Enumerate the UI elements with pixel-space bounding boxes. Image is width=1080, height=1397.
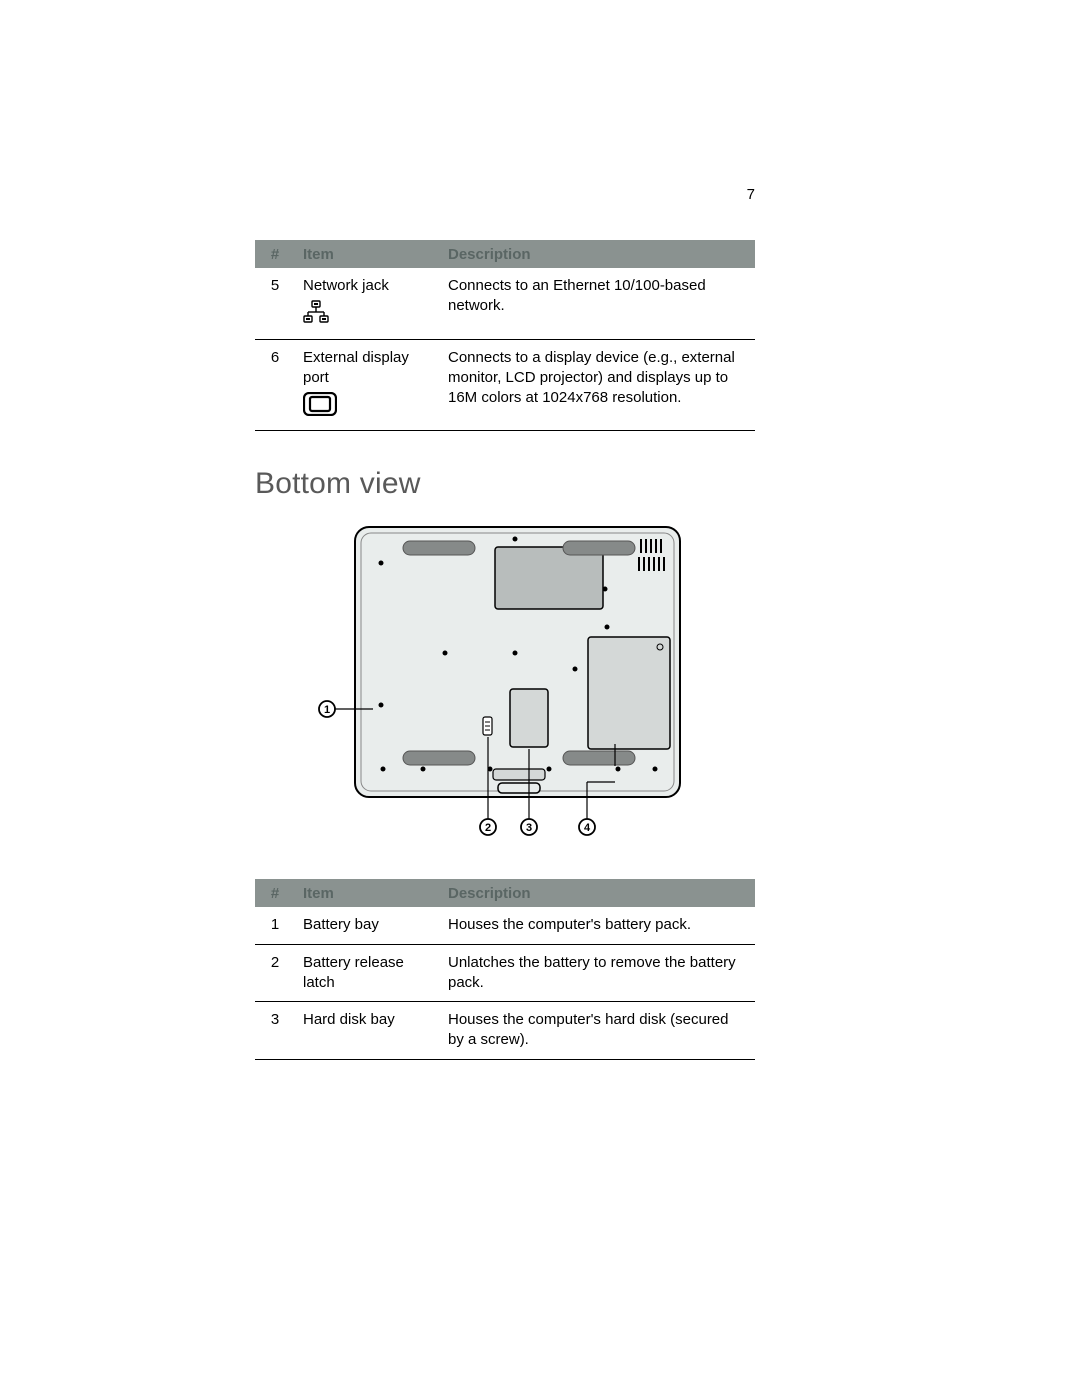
table-row: 3 Hard disk bay Houses the computer's ha… — [255, 1002, 755, 1060]
table-row: 5 Network jack — [255, 268, 755, 339]
page-number: 7 — [747, 186, 755, 203]
table-row: 2 Battery release latch Unlatches the ba… — [255, 944, 755, 1002]
cell-item: External display port — [295, 339, 440, 431]
callout-3: 3 — [526, 822, 532, 834]
cell-item: Hard disk bay — [295, 1002, 440, 1060]
cell-item: Battery bay — [295, 907, 440, 944]
cell-desc: Connects to an Ethernet 10/100-based net… — [440, 268, 755, 339]
callout-4: 4 — [584, 822, 591, 834]
bottom-view-table: # Item Description 1 Battery bay Houses … — [255, 879, 755, 1059]
cell-num: 6 — [255, 339, 295, 431]
header-item: Item — [295, 240, 440, 268]
callout-2: 2 — [485, 822, 491, 834]
cell-desc: Connects to a display device (e.g., exte… — [440, 339, 755, 431]
cell-num: 5 — [255, 268, 295, 339]
table-header-row: # Item Description — [255, 879, 755, 907]
page-content: 7 # Item Description 5 Network jack — [255, 190, 755, 1060]
cell-desc: Houses the computer's hard disk (secured… — [440, 1002, 755, 1060]
cell-num: 1 — [255, 907, 295, 944]
header-num: # — [255, 879, 295, 907]
item-label: External display port — [303, 349, 409, 386]
content-area: # Item Description 5 Network jack — [255, 240, 755, 1060]
header-desc: Description — [440, 240, 755, 268]
cell-desc: Houses the computer's battery pack. — [440, 907, 755, 944]
table-header-row: # Item Description — [255, 240, 755, 268]
cell-item: Battery release latch — [295, 944, 440, 1002]
cell-num: 2 — [255, 944, 295, 1002]
header-num: # — [255, 240, 295, 268]
callout-1: 1 — [324, 704, 330, 716]
cell-desc: Unlatches the battery to remove the batt… — [440, 944, 755, 1002]
bottom-view-diagram: 1 2 3 4 — [255, 519, 755, 849]
header-desc: Description — [440, 879, 755, 907]
network-icon — [303, 300, 432, 330]
cell-num: 3 — [255, 1002, 295, 1060]
cell-item: Network jack — [295, 268, 440, 339]
section-title: Bottom view — [255, 467, 755, 501]
header-item: Item — [295, 879, 440, 907]
ports-table: # Item Description 5 Network jack — [255, 240, 755, 431]
table-row: 1 Battery bay Houses the computer's batt… — [255, 907, 755, 944]
table-row: 6 External display port Connects to a di… — [255, 339, 755, 431]
display-icon — [303, 392, 432, 422]
item-label: Network jack — [303, 277, 389, 294]
